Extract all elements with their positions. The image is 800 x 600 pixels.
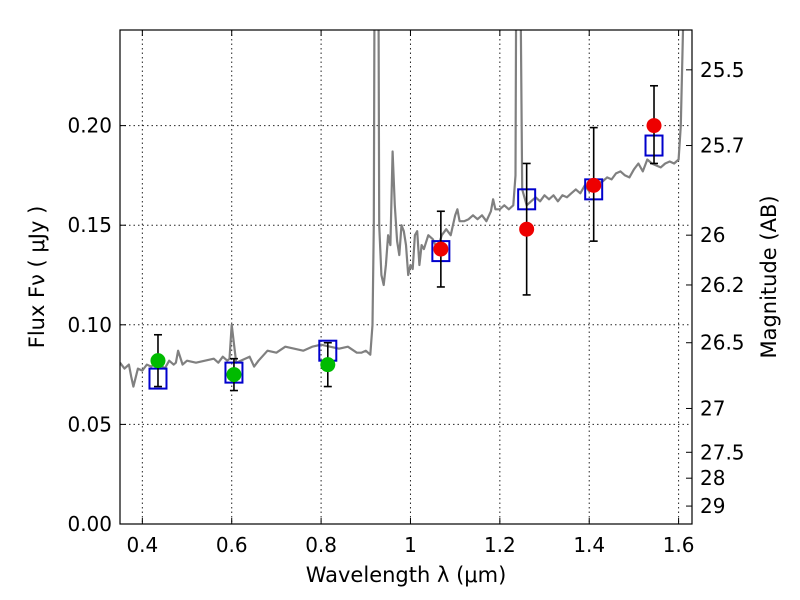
y2-tick-label: 25.7 <box>700 134 745 158</box>
axis-ticks: 0.4 0.6 0.8 1 1.2 1.4 1.6 0.00 0.05 0.10 0.15 0.20 2… <box>67 30 745 557</box>
y2-tick-label: 27.5 <box>700 440 745 464</box>
data-point <box>320 357 336 373</box>
y2-tick-label: 26 <box>700 223 725 247</box>
y-tick-label: 0.20 <box>67 114 112 138</box>
x-tick-label: 1.2 <box>484 533 516 557</box>
y2-tick-label: 27 <box>700 396 725 420</box>
x-tick-label: 0.8 <box>305 533 337 557</box>
y-tick-label: 0.00 <box>67 512 112 536</box>
y2-tick-label: 28 <box>700 466 725 490</box>
y-tick-label: 0.15 <box>67 213 112 237</box>
data-point <box>433 241 449 257</box>
y2-tick-label: 25.5 <box>700 58 745 82</box>
data-point <box>586 177 602 193</box>
y2-axis-label: Magnitude (AB) <box>757 195 781 358</box>
plot-area <box>120 30 685 392</box>
data-point <box>519 221 535 237</box>
x-tick-label: 1.6 <box>663 533 695 557</box>
data-point <box>226 367 242 383</box>
y-tick-label: 0.05 <box>67 412 112 436</box>
plot-frame <box>119 29 693 525</box>
x-tick-label: 1.4 <box>573 533 605 557</box>
y2-tick-label: 26.5 <box>700 331 745 355</box>
data-point <box>646 118 662 134</box>
x-axis-label: Wavelength λ (μm) <box>306 563 507 587</box>
y-tick-label: 0.10 <box>67 313 112 337</box>
x-tick-label: 1 <box>404 533 417 557</box>
y2-tick-label: 26.2 <box>700 273 745 297</box>
x-tick-label: 0.6 <box>216 533 248 557</box>
x-tick-label: 0.4 <box>126 533 158 557</box>
data-point <box>150 353 166 369</box>
y2-tick-label: 29 <box>700 494 725 518</box>
y-axis-label: Flux Fν ( μJy ) <box>25 206 49 349</box>
